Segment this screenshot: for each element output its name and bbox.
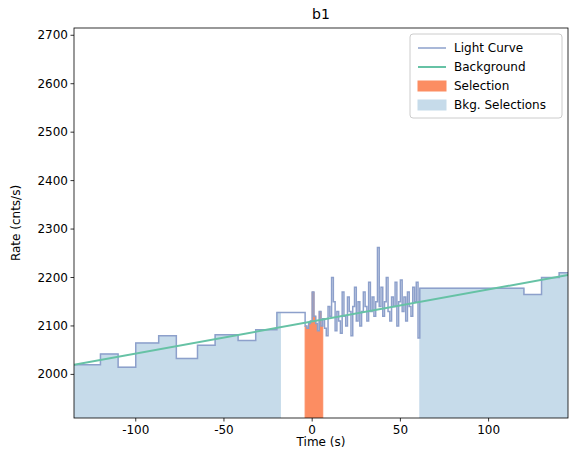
y-tick-label: 2500 — [37, 125, 68, 139]
legend-swatch — [418, 47, 446, 49]
y-tick-label: 2600 — [37, 77, 68, 91]
plot-area — [74, 247, 568, 418]
legend-label: Light Curve — [454, 41, 523, 55]
y-tick — [71, 83, 75, 84]
y-tick-label: 2400 — [37, 174, 68, 188]
legend-label: Selection — [454, 79, 509, 93]
x-tick — [400, 418, 401, 422]
chart: -100-50050100200021002200230024002500260… — [0, 0, 580, 455]
legend-swatch — [418, 100, 446, 110]
x-tick-label: 100 — [477, 423, 500, 437]
y-tick-label: 2700 — [37, 28, 68, 42]
legend-label: Background — [454, 60, 526, 74]
y-tick-label: 2200 — [37, 271, 68, 285]
x-tick — [488, 418, 489, 422]
frame — [74, 28, 568, 418]
y-tick — [71, 132, 75, 133]
x-tick-label: 50 — [393, 423, 408, 437]
legend-box — [410, 34, 562, 118]
light-curve — [74, 247, 568, 367]
y-tick — [71, 35, 75, 36]
x-tick — [312, 418, 313, 422]
background-line — [74, 275, 568, 365]
y-tick — [71, 229, 75, 230]
selection-area — [74, 312, 280, 418]
legend-swatch — [418, 66, 446, 68]
y-tick-label: 2000 — [37, 367, 68, 381]
legend-label: Bkg. Selections — [454, 98, 546, 112]
legend-swatch — [418, 81, 446, 91]
x-label: Time (s) — [296, 435, 346, 449]
x-tick — [223, 418, 224, 422]
legend: Light Curve Background Selection Bkg. Selec… — [410, 34, 562, 118]
y-tick — [71, 277, 75, 278]
x-tick-label: -50 — [214, 423, 234, 437]
y-tick — [71, 374, 75, 375]
x-tick-label: -100 — [122, 423, 149, 437]
selection-area — [420, 273, 568, 418]
y-tick — [71, 180, 75, 181]
y-tick-label: 2300 — [37, 222, 68, 236]
y-label: Rate (cnts/s) — [9, 185, 23, 261]
title: b1 — [312, 6, 330, 22]
y-tick — [71, 325, 75, 326]
x-tick — [135, 418, 136, 422]
y-tick-label: 2100 — [37, 319, 68, 333]
